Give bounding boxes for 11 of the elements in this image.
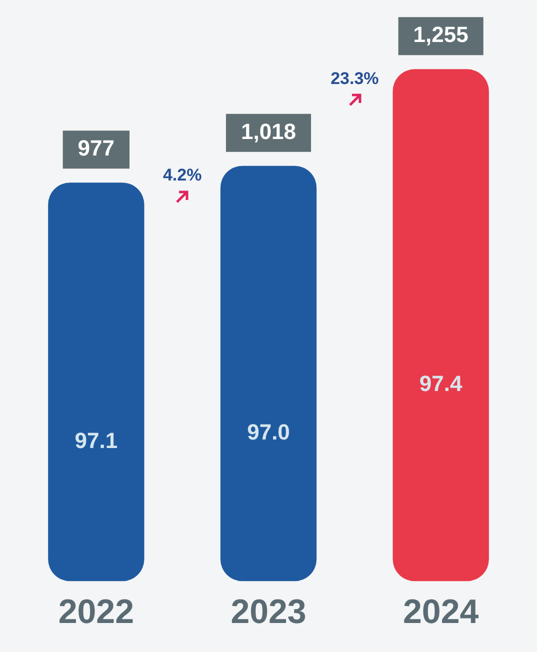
x-tick-label: 2024	[403, 592, 479, 631]
data-label: 977	[78, 136, 115, 161]
data-label: 1,018	[240, 118, 296, 144]
annotation: 97.0	[247, 420, 290, 445]
x-tick-label: 2022	[58, 592, 134, 631]
annotation: 4.2%	[162, 166, 202, 185]
annotation: 97.4	[419, 371, 463, 396]
annotation: 23.3%	[330, 68, 379, 88]
x-tick-label: 2023	[230, 592, 306, 631]
data-label: 1,255	[413, 22, 468, 48]
annotation: 97.1	[74, 428, 118, 453]
